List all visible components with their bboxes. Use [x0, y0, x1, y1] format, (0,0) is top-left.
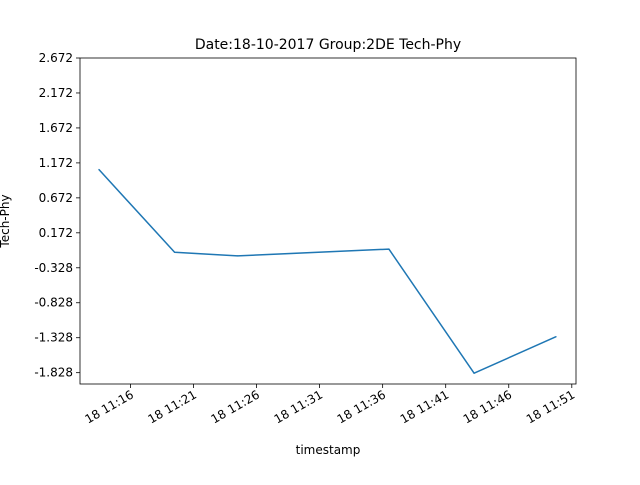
- y-tick-label: -0.828: [34, 296, 73, 310]
- y-axis: 2.672 2.172 1.672 1.172 0.672 0.172 -0.328 -0.8…: [34, 51, 80, 380]
- plot-frame: [79, 57, 577, 385]
- x-axis-label: timestamp: [296, 443, 361, 457]
- y-tick-label: 2.172: [39, 86, 73, 100]
- data-point: [98, 168, 100, 171]
- series-layer: [98, 168, 557, 374]
- y-tick-label: -1.828: [34, 366, 73, 380]
- y-tick-label: -0.328: [34, 261, 73, 275]
- data-point: [473, 372, 475, 374]
- y-tick-label: 2.672: [39, 51, 73, 65]
- data-point: [388, 248, 390, 250]
- y-tick-label: 1.172: [39, 156, 73, 170]
- y-tick-label: -1.328: [34, 331, 73, 345]
- chart-title: Date:18-10-2017 Group:2DE Tech-Phy: [195, 37, 461, 53]
- data-point: [173, 251, 176, 253]
- y-tick-label: 0.672: [39, 191, 73, 205]
- y-tick-label: 0.172: [39, 226, 73, 240]
- series-line: [98, 168, 557, 374]
- data-point: [237, 255, 239, 257]
- y-axis-label: Tech-Phy: [0, 194, 12, 248]
- data-point: [555, 336, 557, 338]
- y-tick-label: 1.672: [39, 121, 73, 135]
